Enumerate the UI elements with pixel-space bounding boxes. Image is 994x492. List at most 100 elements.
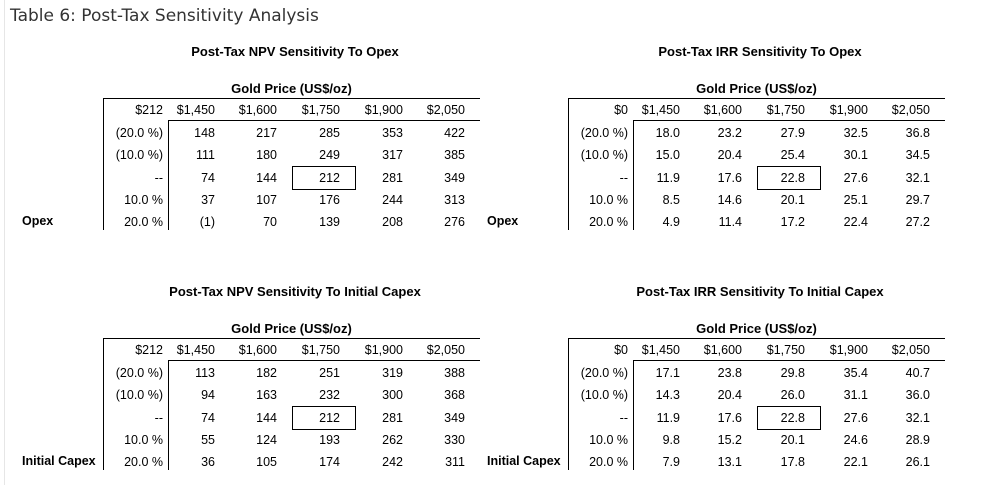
table-cell: 70 xyxy=(263,215,277,229)
base-case-box xyxy=(757,166,821,190)
row-label: (10.0 %) xyxy=(580,148,628,162)
sensitivity-table: Post-Tax NPV Sensitivity To Opex Gold Pri… xyxy=(0,44,490,252)
table-cell: 276 xyxy=(444,215,465,229)
table-cell: 20.1 xyxy=(780,433,805,447)
column-group-header: Gold Price (US$/oz) xyxy=(696,81,817,96)
table-cell: 14.6 xyxy=(717,193,742,207)
row-label: 10.0 % xyxy=(124,433,163,447)
column-group-header: Gold Price (US$/oz) xyxy=(231,321,352,336)
table-cell: 232 xyxy=(319,388,340,402)
outer-left-rule xyxy=(103,98,104,230)
table-cell: 139 xyxy=(319,215,340,229)
row-label: 20.0 % xyxy=(124,455,163,469)
table-cell: 212 xyxy=(319,171,340,185)
table-cell: 37 xyxy=(201,193,215,207)
table-cell: 36 xyxy=(201,455,215,469)
table-cell: 20.1 xyxy=(780,193,805,207)
column-header: $2,050 xyxy=(891,103,930,117)
table-cell: 244 xyxy=(382,193,403,207)
corner-base-value: $0 xyxy=(614,103,628,117)
outer-left-rule xyxy=(568,98,569,230)
table-cell: 27.2 xyxy=(905,215,930,229)
table-cell: 26.1 xyxy=(905,455,930,469)
page-title: Table 6: Post-Tax Sensitivity Analysis xyxy=(10,6,319,26)
table-cell: 176 xyxy=(319,193,340,207)
table-cell: 20.4 xyxy=(717,388,742,402)
table-cell: 180 xyxy=(256,148,277,162)
column-header: $1,750 xyxy=(301,343,340,357)
column-header: $1,900 xyxy=(829,103,868,117)
column-group-header: Gold Price (US$/oz) xyxy=(231,81,352,96)
table-cell: 105 xyxy=(256,455,277,469)
table-cell: 25.1 xyxy=(843,193,868,207)
table-cell: 34.5 xyxy=(905,148,930,162)
row-label: -- xyxy=(154,411,163,425)
table-cell: 144 xyxy=(256,411,277,425)
table-cell: 148 xyxy=(194,126,215,140)
row-label: (20.0 %) xyxy=(115,366,163,380)
table-cell: 17.2 xyxy=(780,215,805,229)
column-header: $1,600 xyxy=(703,103,742,117)
row-variable-label: Initial Capex xyxy=(22,454,96,468)
outer-left-rule xyxy=(568,338,569,470)
table-cell: 4.9 xyxy=(662,215,680,229)
table-cell: 242 xyxy=(382,455,403,469)
table-cell: 319 xyxy=(382,366,403,380)
column-header: $2,050 xyxy=(426,343,465,357)
table-cell: 11.9 xyxy=(656,171,680,185)
table-cell: 182 xyxy=(256,366,277,380)
top-rule xyxy=(568,338,945,339)
page-border xyxy=(4,0,5,485)
table-cell: 27.9 xyxy=(780,126,805,140)
sensitivity-table: Post-Tax IRR Sensitivity To Opex Gold Pri… xyxy=(465,44,955,252)
table-cell: 124 xyxy=(256,433,277,447)
row-variable-label: Initial Capex xyxy=(487,454,561,468)
table-cell: 385 xyxy=(444,148,465,162)
column-header: $1,750 xyxy=(766,103,805,117)
table-cell: 24.6 xyxy=(843,433,868,447)
table-cell: 25.4 xyxy=(780,148,805,162)
table-cell: 74 xyxy=(201,171,215,185)
table-cell: 18.0 xyxy=(655,126,680,140)
table-cell: 113 xyxy=(195,366,215,380)
table-cell: 23.8 xyxy=(717,366,742,380)
table-cell: 217 xyxy=(256,126,277,140)
table-cell: 32.1 xyxy=(905,411,930,425)
table-title: Post-Tax IRR Sensitivity To Initial Cape… xyxy=(636,284,884,299)
table-cell: 281 xyxy=(382,411,403,425)
table-cell: 7.9 xyxy=(662,455,680,469)
row-label: 20.0 % xyxy=(124,215,163,229)
row-label: (10.0 %) xyxy=(115,388,163,402)
table-cell: 174 xyxy=(319,455,340,469)
row-label: 10.0 % xyxy=(124,193,163,207)
table-cell: (1) xyxy=(199,215,215,229)
table-cell: 32.1 xyxy=(905,171,930,185)
table-cell: 17.8 xyxy=(780,455,805,469)
table-cell: 26.0 xyxy=(780,388,805,402)
column-header: $1,750 xyxy=(301,103,340,117)
row-label: (20.0 %) xyxy=(115,126,163,140)
top-rule xyxy=(568,98,945,99)
table-cell: 29.7 xyxy=(905,193,930,207)
table-cell: 111 xyxy=(195,148,215,162)
table-cell: 30.1 xyxy=(843,148,868,162)
inner-left-rule xyxy=(633,360,634,470)
row-label: 20.0 % xyxy=(589,215,628,229)
row-label: -- xyxy=(619,171,628,185)
table-cell: 212 xyxy=(319,411,340,425)
row-label: (20.0 %) xyxy=(580,366,628,380)
column-header: $1,900 xyxy=(364,103,403,117)
table-cell: 349 xyxy=(444,411,465,425)
table-cell: 27.6 xyxy=(843,411,868,425)
table-cell: 22.4 xyxy=(843,215,868,229)
corner-base-value: $212 xyxy=(135,103,163,117)
table-cell: 368 xyxy=(444,388,465,402)
row-label: 10.0 % xyxy=(589,193,628,207)
column-header: $2,050 xyxy=(426,103,465,117)
table-cell: 349 xyxy=(444,171,465,185)
table-cell: 14.3 xyxy=(655,388,680,402)
header-rule xyxy=(168,360,480,361)
table-cell: 32.5 xyxy=(843,126,868,140)
table-cell: 17.6 xyxy=(717,411,742,425)
base-case-box xyxy=(292,406,356,430)
